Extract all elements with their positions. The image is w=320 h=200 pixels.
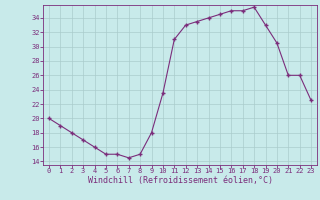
- X-axis label: Windchill (Refroidissement éolien,°C): Windchill (Refroidissement éolien,°C): [87, 176, 273, 185]
